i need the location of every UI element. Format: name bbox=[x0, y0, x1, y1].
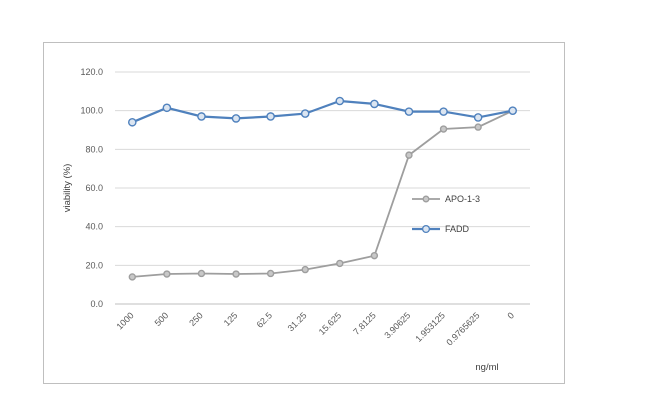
series-group bbox=[127, 96, 518, 281]
data-point bbox=[336, 259, 344, 268]
y-tick-label: 20.0 bbox=[85, 260, 103, 270]
data-point bbox=[405, 151, 413, 159]
data-point bbox=[300, 109, 310, 118]
data-point bbox=[266, 269, 275, 278]
data-point bbox=[301, 265, 309, 274]
x-tick-label: 500 bbox=[153, 310, 171, 328]
x-tick-label: 3.90625 bbox=[382, 310, 412, 340]
data-point bbox=[197, 269, 206, 278]
legend: APO-1-3 FADD bbox=[412, 194, 480, 234]
x-axis-title: ng/ml bbox=[475, 362, 498, 373]
legend-marker bbox=[422, 195, 430, 203]
x-tick-label: 1000 bbox=[114, 310, 135, 331]
data-point bbox=[163, 270, 171, 278]
data-point bbox=[266, 112, 275, 121]
y-tick-label: 40.0 bbox=[85, 222, 103, 232]
legend-marker bbox=[421, 224, 431, 234]
x-tick-label: 0 bbox=[506, 310, 517, 321]
data-point bbox=[197, 112, 206, 121]
data-point bbox=[474, 123, 482, 131]
x-tick-label: 15.625 bbox=[317, 310, 344, 337]
x-tick-label: 250 bbox=[187, 310, 205, 328]
data-point bbox=[128, 273, 136, 281]
data-point bbox=[473, 113, 483, 122]
x-tick-label: 7.8125 bbox=[351, 310, 378, 337]
y-tick-label: 80.0 bbox=[85, 144, 103, 154]
y-tick-label: 60.0 bbox=[85, 183, 103, 193]
legend-label: FADD bbox=[445, 224, 470, 234]
data-point bbox=[508, 106, 518, 115]
y-tick-label: 120.0 bbox=[80, 67, 103, 77]
y-tick-label: 0.0 bbox=[90, 299, 103, 309]
chart-frame bbox=[43, 42, 565, 384]
series-line bbox=[131, 99, 513, 124]
data-point bbox=[335, 96, 345, 106]
data-point bbox=[127, 117, 137, 127]
y-axis-title: viability (%) bbox=[62, 164, 73, 213]
x-tick-label: 1.953125 bbox=[413, 310, 447, 344]
gridlines bbox=[115, 71, 530, 266]
x-tick-label: 31.25 bbox=[286, 310, 309, 333]
legend-label: APO-1-3 bbox=[445, 194, 480, 204]
x-tick-label: 0.9765625 bbox=[444, 310, 481, 347]
series-line bbox=[132, 109, 514, 278]
data-point bbox=[370, 251, 379, 260]
y-tick-label: 100.0 bbox=[80, 106, 103, 116]
x-tick-label: 125 bbox=[222, 310, 240, 328]
data-point bbox=[370, 99, 379, 109]
data-point bbox=[439, 107, 448, 116]
data-point bbox=[439, 125, 448, 133]
data-point bbox=[231, 114, 241, 123]
data-point bbox=[404, 107, 414, 116]
data-point bbox=[162, 103, 172, 113]
data-point bbox=[232, 270, 240, 278]
axes: 0.0 20.0 40.0 60.0 80.0 100.0 120.0 1000 500 250 1… bbox=[80, 67, 530, 347]
x-tick-label: 62.5 bbox=[255, 310, 274, 329]
